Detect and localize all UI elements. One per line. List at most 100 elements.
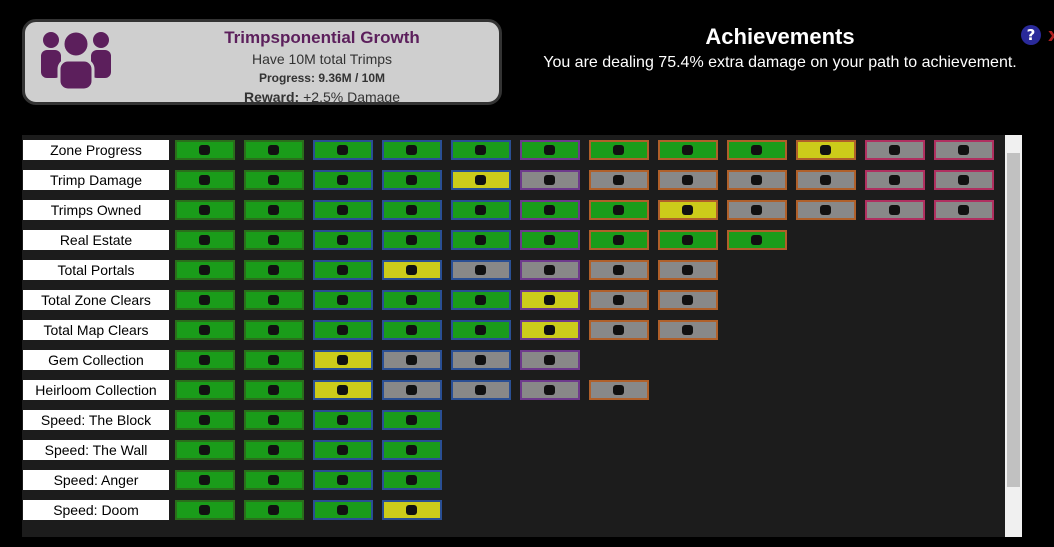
achievement-tile[interactable] [865,200,925,220]
achievement-tile[interactable] [175,230,235,250]
achievement-tile[interactable] [313,260,373,280]
achievement-tile[interactable] [451,200,511,220]
achievement-tile[interactable] [313,320,373,340]
achievement-tile[interactable] [313,500,373,520]
achievement-tile[interactable] [244,470,304,490]
achievement-tile[interactable] [175,410,235,430]
header-buttons[interactable]: ? x [1020,24,1054,48]
achievement-tile[interactable] [382,170,442,190]
achievement-tile[interactable] [313,350,373,370]
achievement-tile[interactable] [382,440,442,460]
achievement-tile[interactable] [175,500,235,520]
achievement-tile[interactable] [382,290,442,310]
achievement-tile[interactable] [313,440,373,460]
achievement-tile[interactable] [451,290,511,310]
achievement-tile[interactable] [796,200,856,220]
achievement-tile[interactable] [589,230,649,250]
achievement-tile[interactable] [796,170,856,190]
achievement-tile[interactable] [313,470,373,490]
achievement-tile[interactable] [382,350,442,370]
achievement-tile[interactable] [244,200,304,220]
achievement-tile[interactable] [520,320,580,340]
achievement-tile[interactable] [382,140,442,160]
achievement-tile[interactable] [244,260,304,280]
achievement-tile[interactable] [520,380,580,400]
achievement-tile[interactable] [865,140,925,160]
achievement-tile[interactable] [244,170,304,190]
achievement-tile[interactable] [244,410,304,430]
achievement-tile[interactable] [589,260,649,280]
achievement-tile[interactable] [934,170,994,190]
achievement-tile[interactable] [244,380,304,400]
achievement-tile[interactable] [175,470,235,490]
achievement-tile[interactable] [175,260,235,280]
achievement-tile[interactable] [727,140,787,160]
achievement-tile[interactable] [175,380,235,400]
achievement-tile[interactable] [175,350,235,370]
achievement-tile[interactable] [934,200,994,220]
achievement-tile[interactable] [313,230,373,250]
achievement-tile[interactable] [382,410,442,430]
achievement-tile[interactable] [589,170,649,190]
achievement-tile[interactable] [520,140,580,160]
achievement-tile[interactable] [382,260,442,280]
achievement-tile[interactable] [313,200,373,220]
achievement-tile[interactable] [727,170,787,190]
achievement-tile[interactable] [175,140,235,160]
achievement-tile[interactable] [727,230,787,250]
achievement-tile[interactable] [658,260,718,280]
achievement-tile[interactable] [382,470,442,490]
achievement-tile[interactable] [520,170,580,190]
achievement-tile[interactable] [520,230,580,250]
achievement-tile[interactable] [451,320,511,340]
achievement-tile[interactable] [313,380,373,400]
achievement-tile[interactable] [382,500,442,520]
achievement-tile[interactable] [451,140,511,160]
achievement-tile[interactable] [451,350,511,370]
scrollbar[interactable] [1005,135,1022,537]
achievement-tile[interactable] [175,290,235,310]
achievement-tile[interactable] [175,170,235,190]
achievement-tile[interactable] [451,380,511,400]
achievement-tile[interactable] [520,200,580,220]
achievement-tile[interactable] [382,380,442,400]
achievement-tile[interactable] [244,140,304,160]
achievement-tile[interactable] [658,320,718,340]
achievement-tile[interactable] [589,200,649,220]
achievement-tile[interactable] [589,380,649,400]
achievement-tile[interactable] [865,170,925,190]
achievement-tile[interactable] [934,140,994,160]
achievement-tile[interactable] [244,440,304,460]
scroll-thumb[interactable] [1007,153,1020,487]
achievement-tile[interactable] [244,290,304,310]
achievement-tile[interactable] [244,230,304,250]
achievement-tile[interactable] [451,260,511,280]
achievement-tile[interactable] [244,320,304,340]
achievement-tile[interactable] [244,500,304,520]
achievement-tile[interactable] [520,260,580,280]
achievement-tile[interactable] [313,410,373,430]
achievement-tile[interactable] [589,140,649,160]
achievement-tile[interactable] [382,320,442,340]
achievement-tile[interactable] [658,290,718,310]
achievement-tile[interactable] [382,230,442,250]
achievement-tile[interactable] [382,200,442,220]
achievement-tile[interactable] [520,290,580,310]
achievement-tile[interactable] [658,230,718,250]
achievement-tile[interactable] [175,320,235,340]
achievement-tile[interactable] [589,290,649,310]
achievement-tile[interactable] [658,140,718,160]
achievement-tile[interactable] [589,320,649,340]
achievement-tile[interactable] [796,140,856,160]
achievement-tile[interactable] [313,140,373,160]
achievement-tile[interactable] [313,290,373,310]
achievement-tile[interactable] [520,350,580,370]
achievement-tile[interactable] [244,350,304,370]
achievement-tile[interactable] [313,170,373,190]
achievement-tile[interactable] [175,440,235,460]
achievement-tile[interactable] [727,200,787,220]
achievement-tile[interactable] [451,230,511,250]
achievement-tile[interactable] [451,170,511,190]
achievement-tile[interactable] [658,200,718,220]
achievement-tile[interactable] [658,170,718,190]
